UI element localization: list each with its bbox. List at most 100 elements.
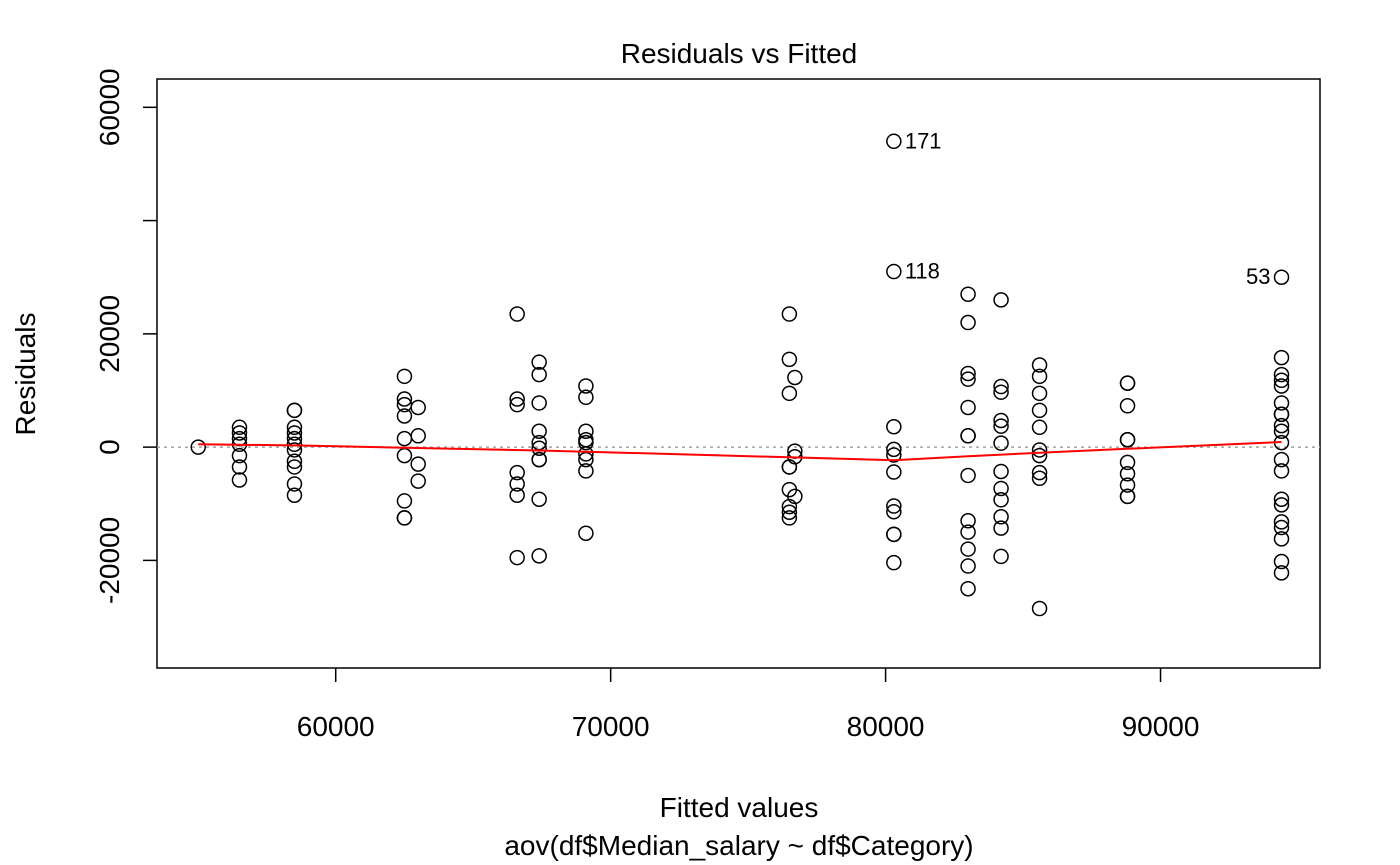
residual-point — [531, 423, 547, 440]
residual-point — [1273, 269, 1290, 285]
residual-point — [1031, 447, 1048, 464]
residual-point — [993, 412, 1009, 429]
residual-point — [286, 476, 303, 492]
residual-point — [886, 526, 902, 543]
residual-point — [231, 459, 248, 475]
residual-point — [1273, 395, 1290, 411]
residual-point — [886, 503, 902, 520]
residual-point — [886, 263, 902, 280]
residual-point — [531, 395, 547, 411]
residual-point — [993, 548, 1009, 565]
residual-point — [787, 488, 803, 505]
residual-point — [531, 366, 547, 383]
residual-point — [396, 391, 413, 407]
outlier-label: 53 — [1246, 264, 1270, 289]
residual-point — [286, 436, 303, 453]
residual-point — [993, 509, 1009, 525]
residual-point — [396, 430, 413, 447]
residual-point — [286, 459, 303, 475]
residual-point — [1031, 600, 1048, 617]
x-axis-label: Fitted values — [660, 792, 819, 823]
residual-point — [993, 480, 1009, 497]
residual-point — [410, 473, 426, 489]
residual-point — [1273, 372, 1290, 389]
chart-subtitle: aov(df$Median_salary ~ df$Category) — [504, 830, 973, 861]
residual-point — [231, 447, 248, 464]
residual-point — [531, 354, 547, 370]
y-axis-label: Residuals — [10, 313, 41, 436]
residual-point — [231, 472, 248, 488]
residual-point — [1273, 349, 1290, 366]
residual-point — [1273, 519, 1290, 536]
residual-point — [1119, 488, 1136, 505]
residual-point — [396, 447, 413, 464]
chart-title: Residuals vs Fitted — [621, 38, 858, 69]
plot-frame — [156, 78, 1321, 669]
residual-point — [1273, 423, 1290, 440]
residual-point — [993, 492, 1009, 508]
residual-point — [781, 510, 798, 526]
residual-point — [960, 365, 976, 382]
residual-point — [993, 378, 1009, 395]
y-tick-label: 60000 — [94, 68, 125, 146]
residual-point — [787, 369, 803, 386]
residual-point — [960, 513, 976, 529]
outlier-label: 171 — [905, 128, 942, 153]
residual-point — [781, 351, 798, 368]
residual-point — [960, 314, 976, 331]
y-tick-label: -20000 — [94, 517, 125, 604]
residual-point — [1273, 378, 1290, 394]
outlier-label: 118 — [905, 259, 940, 284]
residual-point — [410, 399, 426, 416]
residual-point — [1273, 514, 1290, 530]
residual-point — [531, 451, 547, 468]
residual-point — [1273, 451, 1290, 468]
residual-point — [1273, 463, 1290, 479]
residual-point — [1273, 565, 1290, 581]
residual-point — [1119, 477, 1136, 493]
residual-point — [993, 520, 1009, 536]
residual-point — [531, 548, 547, 564]
residual-point — [993, 435, 1009, 451]
plot-area: 60000 70000 80000 90000 -20000 0 20000 60000 171… — [94, 68, 1321, 742]
residual-point — [1273, 491, 1290, 507]
residual-point — [509, 549, 525, 566]
residual-point — [1273, 417, 1290, 434]
residual-point — [960, 467, 976, 484]
residual-point — [1119, 465, 1136, 482]
residual-point — [1031, 470, 1048, 487]
residual-point — [286, 425, 303, 441]
x-tick-label: 60000 — [297, 711, 375, 742]
residual-point — [1031, 464, 1048, 481]
residual-point — [578, 389, 594, 406]
residual-point — [1273, 366, 1290, 383]
residual-point — [531, 440, 547, 457]
residual-point — [509, 306, 525, 322]
residual-point — [960, 371, 976, 387]
residual-point — [578, 423, 594, 440]
residual-point — [509, 487, 525, 504]
residual-point — [410, 428, 426, 444]
residual-point — [1031, 368, 1048, 385]
residual-point — [286, 419, 303, 436]
residual-point — [960, 428, 976, 444]
x-tick-label: 70000 — [572, 711, 650, 742]
residual-point — [1273, 406, 1290, 423]
residual-point — [578, 446, 594, 462]
residual-point — [396, 408, 413, 424]
residual-point — [286, 453, 303, 470]
residual-point — [1119, 398, 1136, 414]
residual-point — [231, 419, 248, 436]
residual-point — [781, 504, 798, 521]
residual-point — [1031, 402, 1048, 419]
y-tick-label: 0 — [94, 439, 125, 455]
residual-point — [886, 418, 902, 435]
residual-point — [286, 487, 303, 504]
smoother-line — [198, 441, 1282, 462]
residual-point — [231, 425, 248, 441]
residual-point — [410, 456, 426, 472]
residual-point — [1273, 531, 1290, 547]
residual-point — [578, 525, 594, 541]
residual-point — [886, 464, 902, 480]
